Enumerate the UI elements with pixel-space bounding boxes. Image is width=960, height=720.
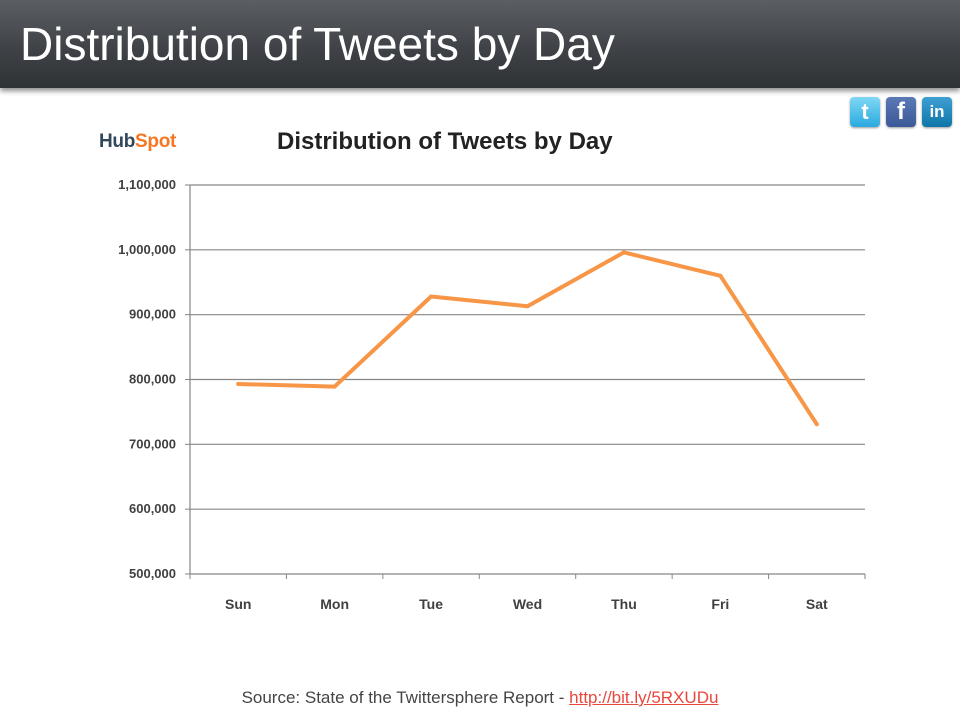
facebook-icon[interactable]: f [886,97,916,127]
twitter-icon[interactable]: t [850,97,880,127]
title-bar: Distribution of Tweets by Day [0,0,960,88]
data-point [332,384,337,389]
linkedin-icon[interactable]: in [922,97,952,127]
data-point [429,294,434,299]
data-point [525,304,530,309]
x-tick-label: Wed [513,596,542,612]
logo-hub: Hub [99,131,136,152]
y-tick-label: 800,000 [129,372,176,387]
source-link[interactable]: http://bit.ly/5RXUDu [569,688,719,707]
y-tick-label: 600,000 [129,501,176,516]
chart-title: Distribution of Tweets by Day [277,128,613,155]
social-share-bar: t f in [850,97,952,127]
hubspot-logo: HubSpot [99,131,176,153]
data-point [621,250,626,255]
slide-title: Distribution of Tweets by Day [20,18,615,70]
y-tick-label: 500,000 [129,566,176,581]
x-tick-label: Fri [711,596,729,612]
x-tick-label: Thu [611,596,637,612]
data-point [236,382,241,387]
source-citation: Source: State of the Twittersphere Repor… [0,688,960,708]
series-line [236,250,819,427]
logo-spot: Spot [135,131,177,152]
x-tick-label: Sat [806,596,828,612]
y-tick-label: 1,000,000 [118,242,176,257]
x-tick-label: Mon [320,596,349,612]
y-tick-label: 900,000 [129,307,176,322]
y-tick-label: 700,000 [129,436,176,451]
data-point [814,422,819,427]
y-tick-label: 1,100,000 [118,177,176,192]
x-tick-label: Tue [419,596,443,612]
data-point [718,273,723,278]
x-tick-label: Sun [225,596,251,612]
source-text: Source: State of the Twittersphere Repor… [241,688,570,707]
